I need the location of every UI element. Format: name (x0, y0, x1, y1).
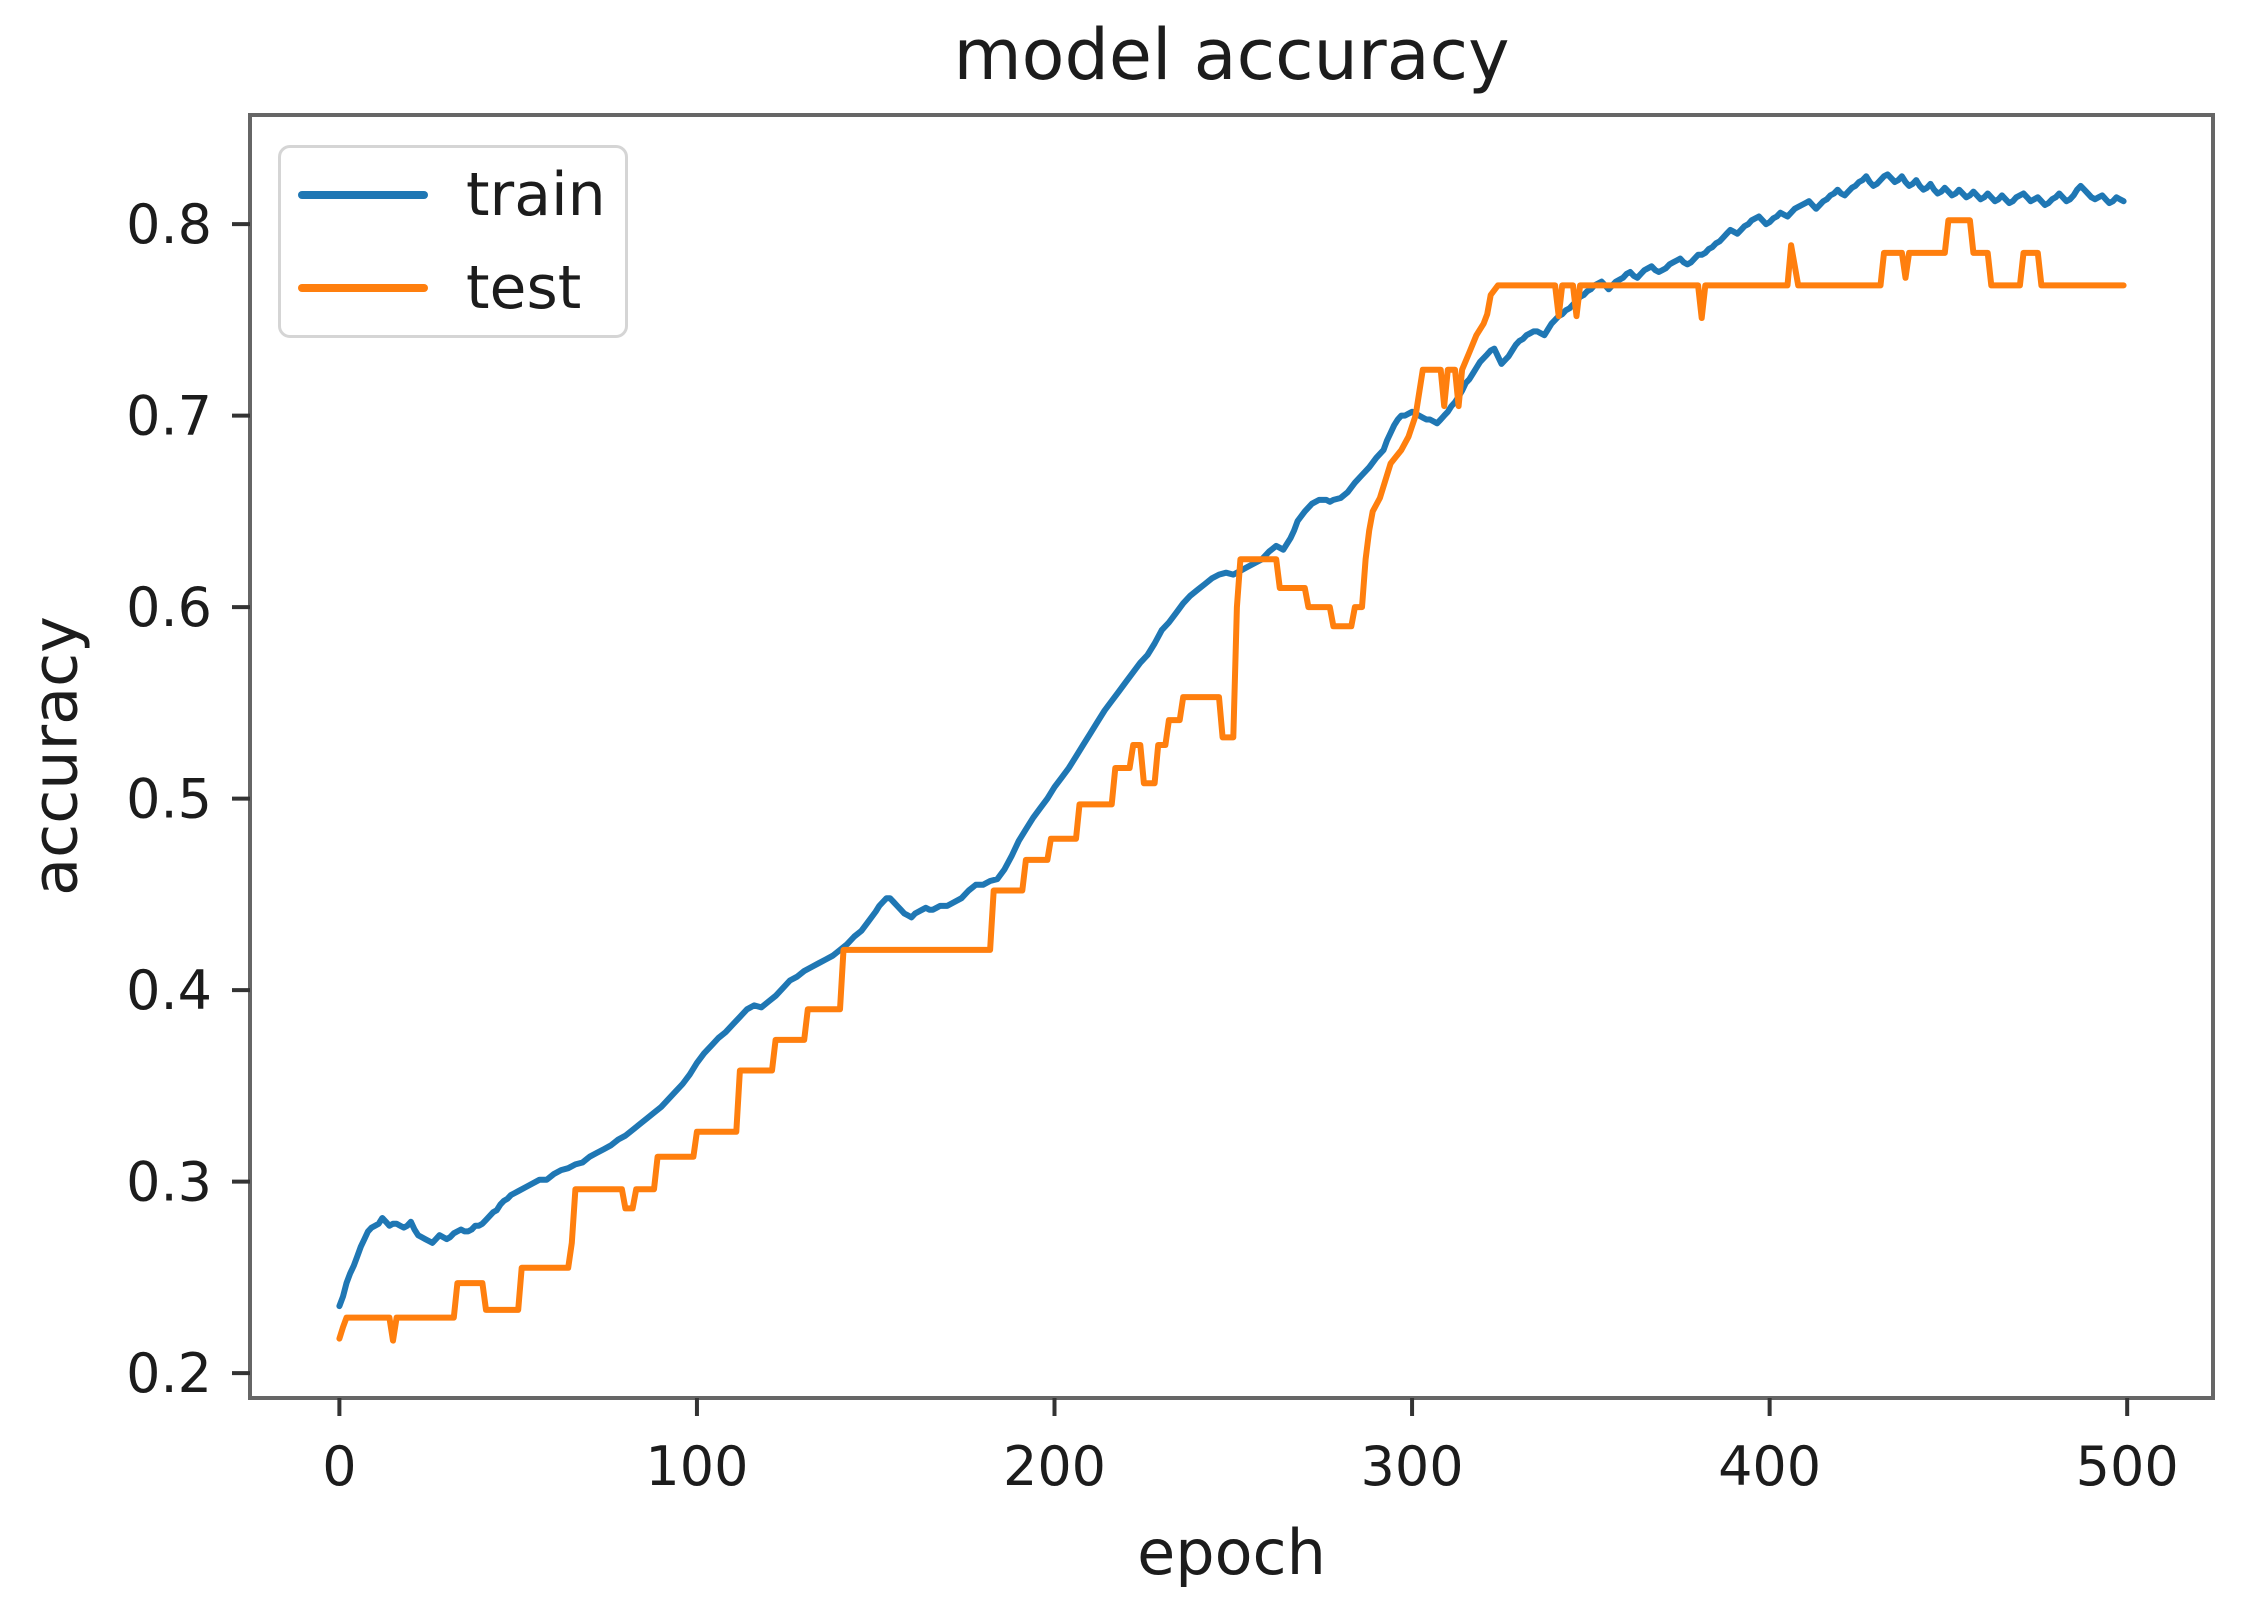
y-tick-label: 0.7 (126, 385, 212, 448)
x-tick-label: 400 (1718, 1435, 1821, 1498)
chart-title: model accuracy (953, 14, 1510, 96)
y-tick-label: 0.4 (126, 959, 212, 1022)
plot-border (248, 113, 2215, 1400)
y-tick-label: 0.2 (126, 1342, 212, 1405)
x-tick-label: 300 (1361, 1435, 1464, 1498)
y-tick-label: 0.3 (126, 1151, 212, 1214)
legend-label-train: train (466, 159, 606, 230)
x-tick-label: 0 (322, 1435, 356, 1498)
y-tick-label: 0.8 (126, 193, 212, 256)
test-line (336, 217, 2127, 1344)
legend-label-test: test (466, 253, 582, 324)
x-axis-label: epoch (1137, 1516, 1326, 1589)
legend-item-train: train (281, 148, 625, 242)
train-line-swatch (298, 190, 428, 199)
train-line (336, 171, 2127, 1310)
y-axis-label: accuracy (18, 616, 92, 896)
test-line-swatch (298, 284, 428, 293)
x-tick-label: 200 (1003, 1435, 1106, 1498)
x-tick-label: 500 (2076, 1435, 2179, 1498)
legend: train test (278, 145, 628, 338)
y-tick-label: 0.6 (126, 576, 212, 639)
y-tick-label: 0.5 (126, 768, 212, 831)
legend-item-test: test (281, 242, 625, 336)
x-tick-label: 100 (645, 1435, 748, 1498)
